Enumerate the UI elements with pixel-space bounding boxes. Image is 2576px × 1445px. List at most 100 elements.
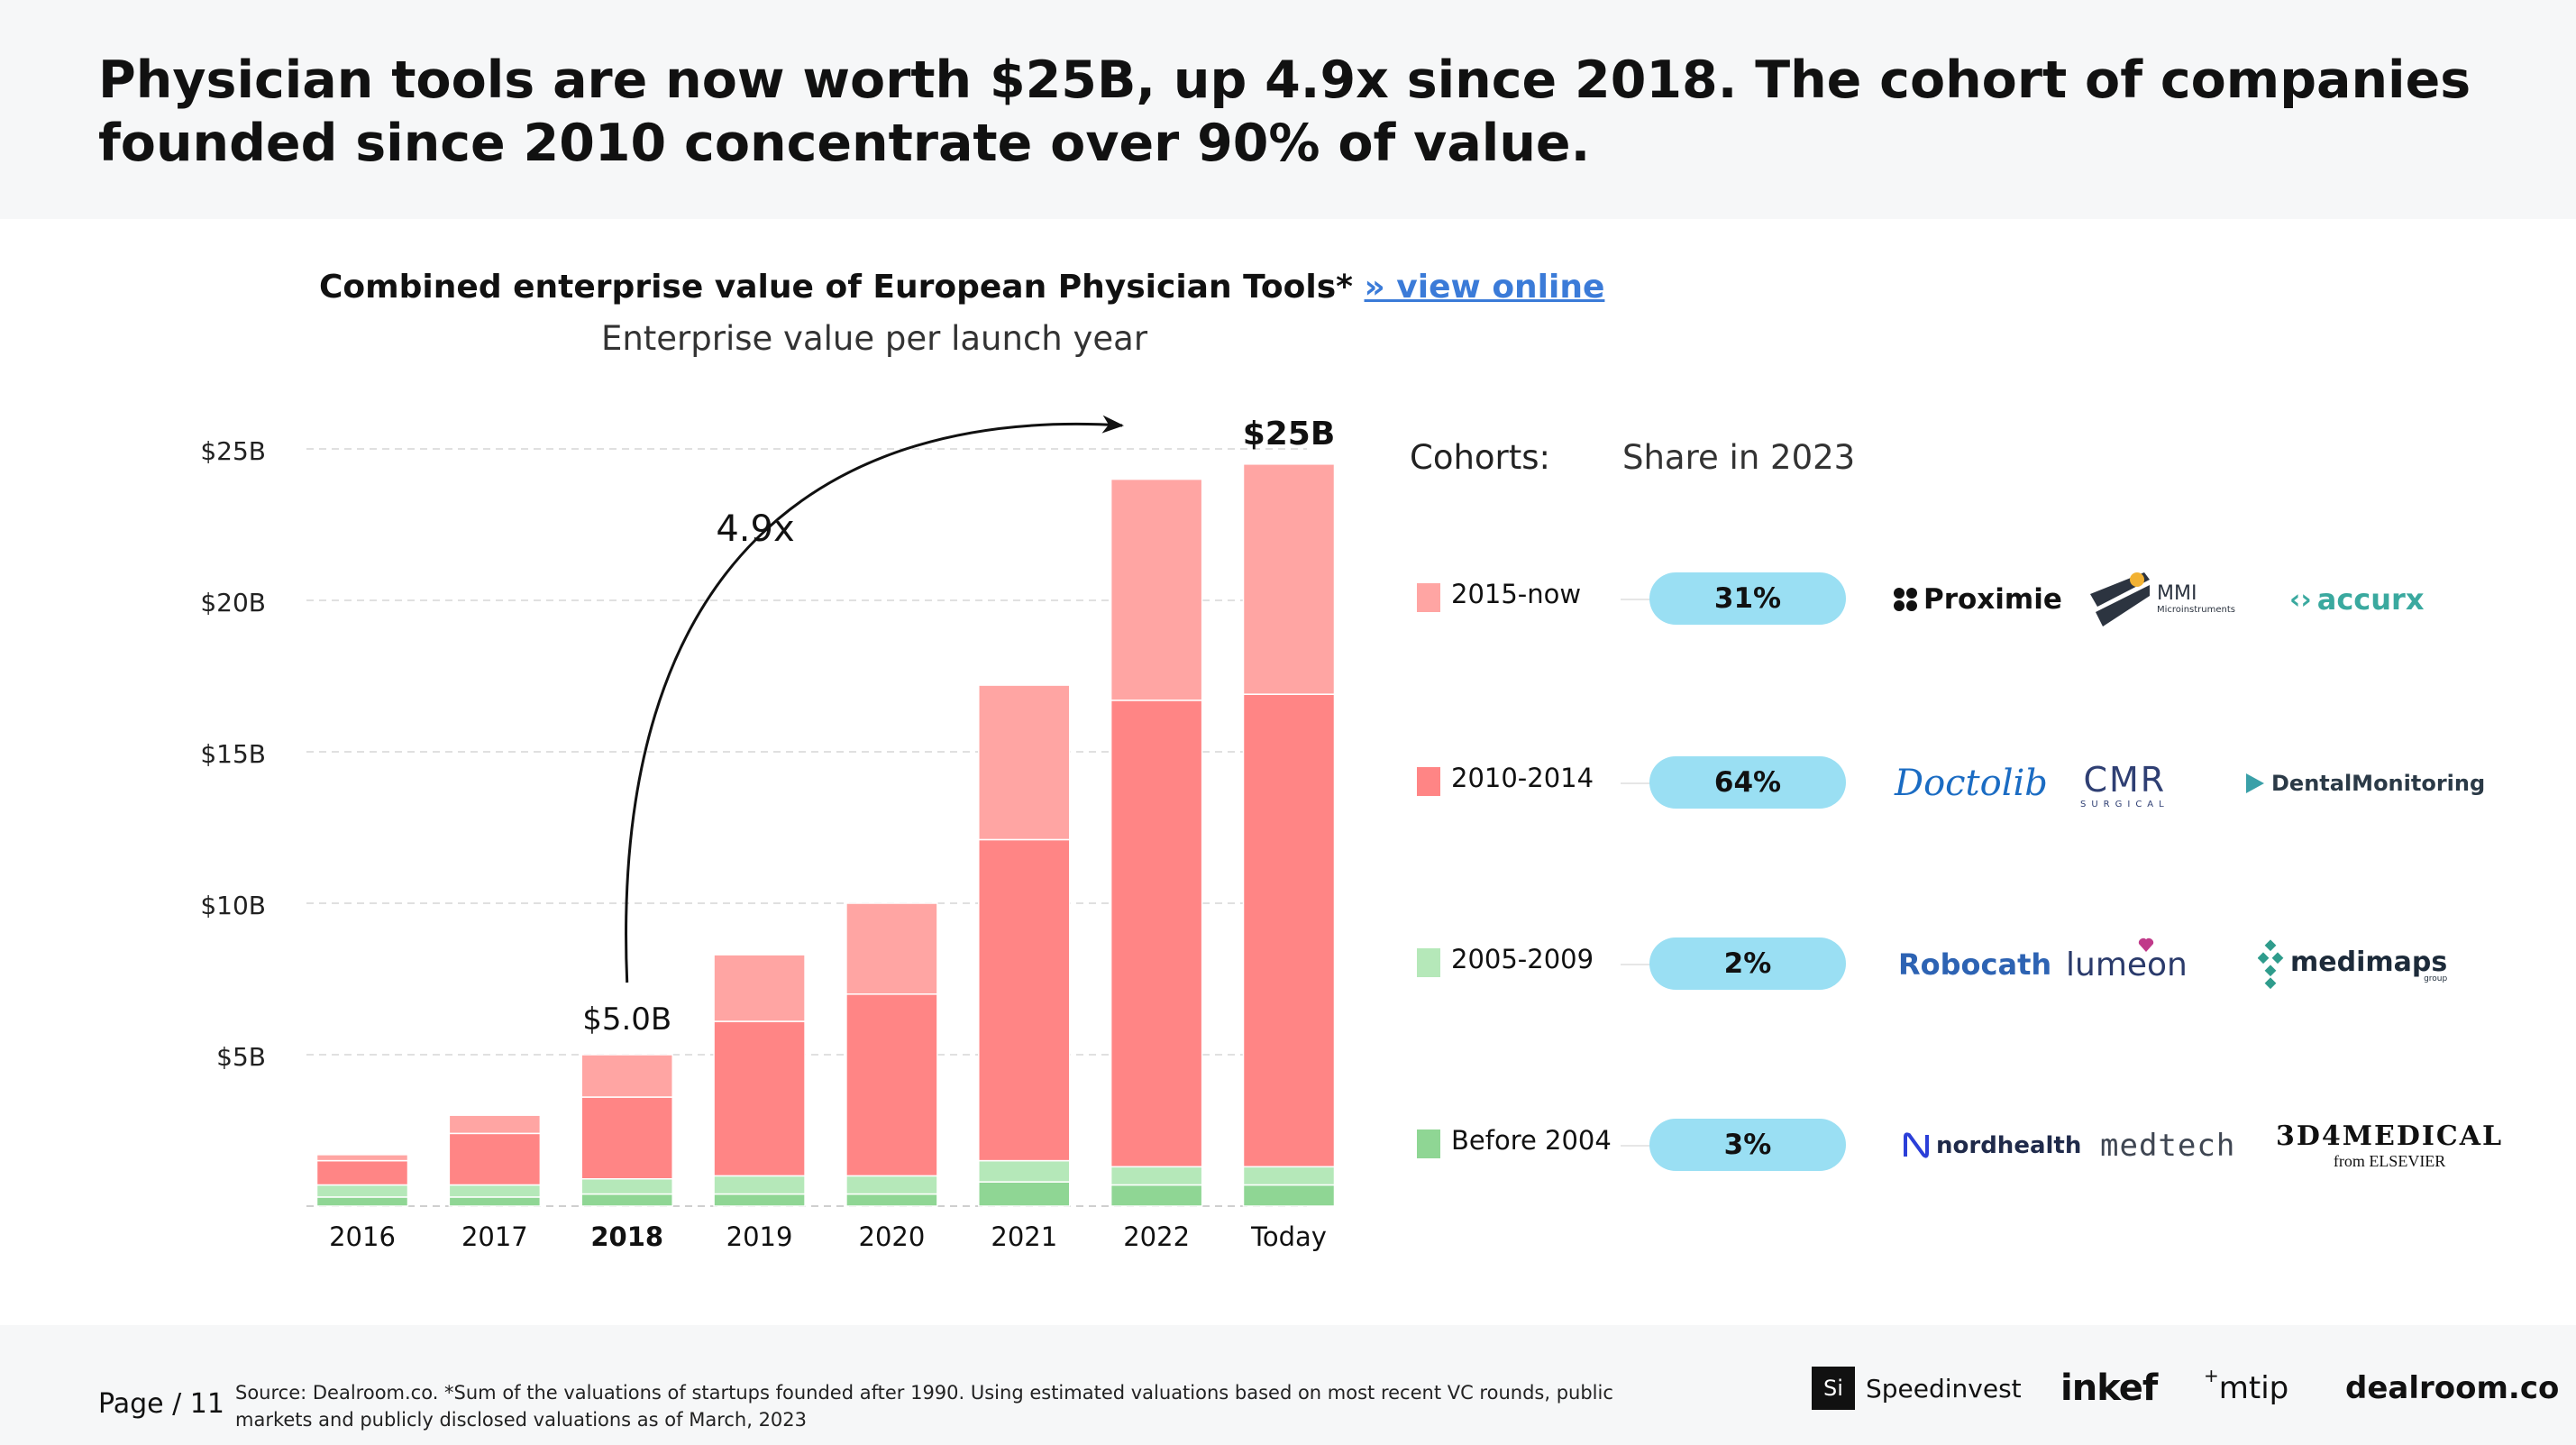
leader-line [1621,782,1675,784]
stacked-bar-chart: $5B $10B $15B $20B $25B 2016 2017 2018 2019 2020… [200,415,1334,1252]
y-tick-label: $5B [216,1042,266,1072]
nordhealth-logo: nordhealth [1902,1114,2081,1177]
bar-segment [978,684,1071,841]
bar-segment [580,1193,673,1207]
bar-segment [845,1175,938,1195]
bar-segment [713,1193,806,1207]
share-label: Share in 2023 [1622,438,1856,477]
bar-segment [845,993,938,1177]
header-band [0,0,2576,219]
legend-swatch [1417,948,1440,977]
bar-segment [1242,1166,1334,1186]
page-number: Page / 11 [98,1388,224,1420]
growth-multiple-label: 4.9x [716,508,794,550]
bar-segment [845,1193,938,1207]
bar-segment [315,1184,409,1198]
cohort-name: 2005-2009 [1451,944,1594,974]
leader-line [1621,1145,1675,1147]
y-tick-label: $10B [200,891,266,920]
cohort-name: 2010-2014 [1451,763,1594,793]
legend-swatch [1417,767,1440,796]
bar-segment [448,1132,542,1186]
bar-segment [580,1054,673,1098]
x-tick-label: 2021 [991,1221,1057,1252]
3d4medical-logo: 3D4MEDICAL from ELSEVIER [2276,1120,2504,1170]
bar-segment [1242,693,1334,1168]
source-note: Source: Dealroom.co. *Sum of the valuati… [235,1382,1613,1431]
bar-segment [315,1159,409,1186]
bar-segment [1242,463,1334,695]
bar-segment [580,1178,673,1195]
bar-segment [1110,1184,1203,1207]
bar-segment [713,1175,806,1195]
bar-segment [448,1114,542,1135]
mtip-logo: + mtip [2204,1365,2289,1406]
chart-subtitle: Enterprise value per launch year [600,319,1148,358]
x-tick-label: 2016 [329,1221,396,1252]
proximie-icon [1894,588,1917,611]
bar-segment [978,1181,1071,1207]
bar-segment [1110,478,1203,701]
lumeon-logo: lumeon [2066,933,2206,996]
bar-segment [448,1184,542,1198]
x-tick-label: 2020 [859,1221,926,1252]
medimaps-icon [2258,939,2284,990]
bar-segment [315,1196,409,1207]
share-pill: 64% [1649,756,1846,809]
dentalmonitoring-logo: DentalMonitoring [2244,752,2485,815]
y-tick-label: $25B [200,436,266,466]
proximie-logo: Proximie [1893,568,2062,631]
bar-segment [978,838,1071,1162]
x-tick-label: 2022 [1123,1221,1190,1252]
medimaps-logo: medimaps group [2258,933,2447,996]
bar-total-label: $5.0B [582,1001,671,1038]
y-tick-label: $20B [200,588,266,617]
x-tick-label: 2019 [726,1221,793,1252]
mmi-icon [2090,572,2150,626]
chart-title: Combined enterprise value of European Ph… [319,269,1604,306]
cohort-row-before-2004: Before 2004 3% nordhealth medtech 3D4MED… [1415,1114,2501,1177]
leader-line [1621,964,1675,965]
x-tick-label: Today [1250,1221,1327,1252]
share-pill: 31% [1649,572,1846,625]
cohort-name: Before 2004 [1451,1125,1612,1156]
bar-segment [580,1096,673,1180]
growth-arrow [625,415,1124,983]
share-pill: 2% [1649,937,1846,990]
page-headline: Physician tools are now worth $25B, up 4… [98,50,2471,173]
legend-swatch [1417,583,1440,612]
bar-segment [713,954,806,1022]
cohort-row-2015-now: 2015-now 31% Proximie MMI Microinstrumen… [1415,568,2497,631]
bar-segment [978,1159,1071,1183]
nordhealth-icon [1904,1132,1929,1158]
leader-line [1621,599,1675,600]
speedinvest-logo: Si Speedinvest [1812,1352,2022,1424]
cohort-name: 2015-now [1451,579,1582,609]
cmr-surgical-logo: CMR SURGICAL [2080,759,2170,809]
bar-segment [1242,1184,1334,1207]
bar-segment [845,902,938,995]
plus-icon: + [2204,1365,2219,1386]
y-tick-label: $15B [200,739,266,769]
footer-band [0,1325,2576,1445]
mmi-logo: MMI Microinstruments [2087,561,2235,636]
share-pill: 3% [1649,1119,1846,1171]
accurx-icon: ‹› [2289,583,2312,616]
robocath-logo: Robocath [1898,947,2052,982]
view-online-link[interactable]: » view online [1364,269,1605,306]
medtech-logo: medtech [2100,1128,2236,1164]
legend-swatch [1417,1129,1440,1158]
inkef-logo: inkef [2060,1367,2158,1409]
bar-segment [1110,700,1203,1168]
bar-segment [448,1196,542,1207]
bar-segment [713,1020,806,1177]
x-tick-label: 2018 [590,1221,663,1252]
cohort-row-2010-2014: 2010-2014 64% Doctolib CMR SURGICAL Dent… [1415,752,2497,815]
doctolib-logo: Doctolib [1895,763,2048,804]
dentalmonitoring-icon [2246,773,2264,793]
heart-icon [2138,937,2154,952]
speedinvest-icon: Si [1812,1367,1855,1410]
x-tick-label: 2017 [461,1221,528,1252]
bar-total-label: $25B [1243,416,1334,453]
bar-segment [1110,1166,1203,1186]
